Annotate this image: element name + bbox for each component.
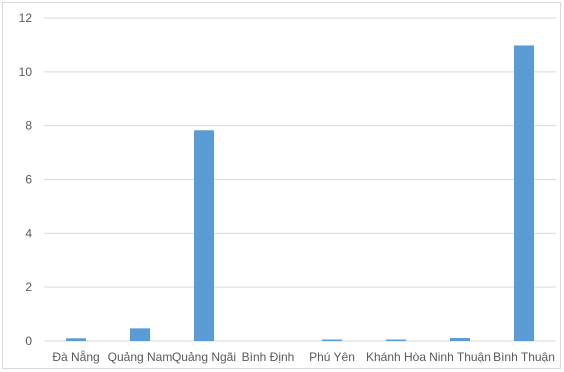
x-category-label: Đà Nẵng bbox=[52, 349, 99, 364]
x-category-label: Khánh Hòa bbox=[366, 350, 426, 364]
x-category-label: Bình Định bbox=[242, 350, 295, 364]
y-tick-label: 6 bbox=[25, 173, 32, 187]
bars bbox=[66, 45, 534, 342]
x-category-label: Quảng Nam bbox=[108, 350, 173, 364]
x-category-label: Phú Yên bbox=[309, 350, 355, 364]
x-category-label: Bình Thuận bbox=[493, 350, 555, 364]
y-axis-ticks: 0 2 4 6 8 10 12 bbox=[19, 11, 33, 348]
y-tick-label: 10 bbox=[19, 65, 33, 79]
x-category-label: Ninh Thuận bbox=[429, 350, 491, 364]
bar-2 bbox=[130, 328, 150, 341]
bar-8 bbox=[514, 45, 534, 342]
bar-1 bbox=[66, 338, 86, 341]
bar-5 bbox=[322, 339, 342, 341]
y-tick-label: 0 bbox=[25, 334, 32, 348]
bar-7 bbox=[450, 338, 470, 341]
x-category-label: Quảng Ngãi bbox=[172, 350, 236, 364]
y-tick-label: 2 bbox=[25, 280, 32, 294]
bar-6 bbox=[386, 339, 406, 341]
gridlines bbox=[44, 17, 556, 342]
x-axis-labels: Đà Nẵng Quảng Nam Quảng Ngãi Bình Định Phú Y… bbox=[52, 349, 555, 364]
bar-3 bbox=[194, 130, 214, 341]
y-tick-label: 12 bbox=[19, 11, 33, 25]
chart-frame bbox=[2, 2, 561, 369]
y-tick-label: 8 bbox=[25, 119, 32, 133]
y-tick-label: 4 bbox=[25, 226, 32, 240]
